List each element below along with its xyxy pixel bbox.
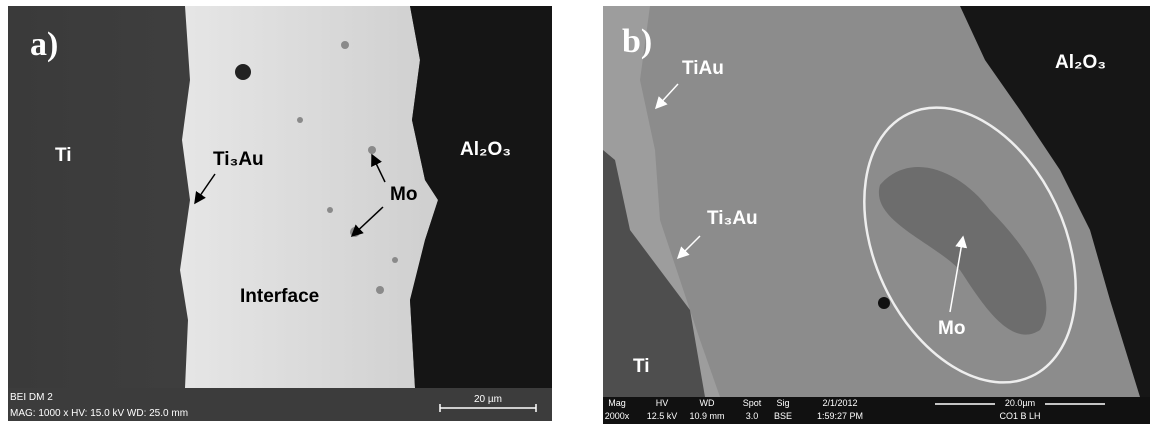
info-text: Sig bbox=[776, 398, 789, 408]
info-text: HV bbox=[656, 398, 669, 408]
info-text: BEI DM 2 bbox=[10, 392, 53, 403]
info-text: Spot bbox=[743, 398, 762, 408]
phase-label: Mo bbox=[390, 184, 417, 205]
info-text: CO1 B LH bbox=[999, 411, 1040, 421]
pore bbox=[878, 297, 890, 309]
info-text: WD bbox=[700, 398, 715, 408]
scale-label: 20.0µm bbox=[1005, 398, 1035, 408]
panel-label: a) bbox=[30, 26, 58, 63]
panel-b: b) TiAu Ti₃Au Al₂O₃ Mo Ti Mag HV WD Spot Sig… bbox=[603, 6, 1150, 424]
phase-label: Ti₃Au bbox=[213, 149, 264, 170]
info-text: Mag bbox=[608, 398, 626, 408]
info-text: 12.5 kV bbox=[647, 411, 678, 421]
phase-label: Al₂O₃ bbox=[460, 139, 511, 160]
info-text: 10.9 mm bbox=[689, 411, 724, 421]
panel-a: a) Ti Ti₃Au Mo Al₂O₃ Interface BEI DM 2 … bbox=[8, 6, 552, 421]
info-text: BSE bbox=[774, 411, 792, 421]
panel-label: b) bbox=[622, 23, 652, 60]
info-text: MAG: 1000 x HV: 15.0 kV WD: 25.0 mm bbox=[10, 408, 188, 419]
phase-label: Interface bbox=[240, 286, 319, 307]
info-text: 2/1/2012 bbox=[822, 398, 857, 408]
pore bbox=[235, 64, 251, 80]
scale-label: 20 µm bbox=[474, 394, 502, 405]
info-bar bbox=[603, 397, 1150, 424]
phase-label: Mo bbox=[938, 318, 965, 339]
phase-label: Ti bbox=[55, 145, 72, 166]
phase-label: Ti bbox=[633, 356, 650, 377]
phase-label: Al₂O₃ bbox=[1055, 52, 1106, 73]
info-text: 3.0 bbox=[746, 411, 759, 421]
phase-label: Ti₃Au bbox=[707, 208, 758, 229]
info-text: 2000x bbox=[605, 411, 630, 421]
figure: a) Ti Ti₃Au Mo Al₂O₃ Interface BEI DM 2 … bbox=[0, 0, 1156, 426]
info-text: 1:59:27 PM bbox=[817, 411, 863, 421]
phase-label: TiAu bbox=[682, 58, 724, 79]
